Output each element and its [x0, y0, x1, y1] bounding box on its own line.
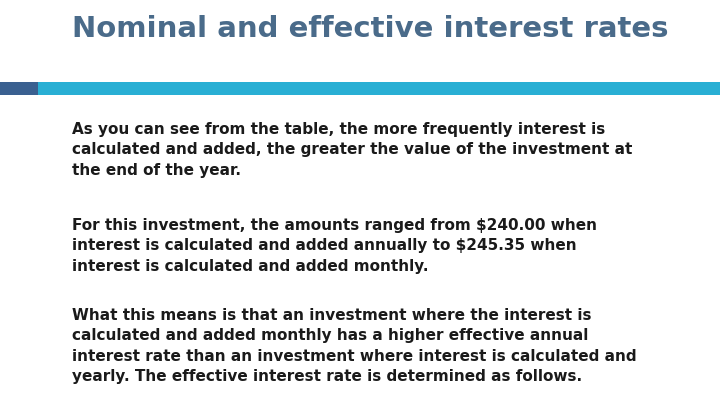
Text: As you can see from the table, the more frequently interest is
calculated and ad: As you can see from the table, the more … [72, 122, 632, 178]
Bar [38, 82, 720, 95]
Bar [0, 82, 38, 95]
Text: Nominal and effective interest rates: Nominal and effective interest rates [72, 15, 668, 43]
Text: For this investment, the amounts ranged from $240.00 when
interest is calculated: For this investment, the amounts ranged … [72, 218, 597, 274]
Text: What this means is that an investment where the interest is
calculated and added: What this means is that an investment wh… [72, 308, 636, 384]
